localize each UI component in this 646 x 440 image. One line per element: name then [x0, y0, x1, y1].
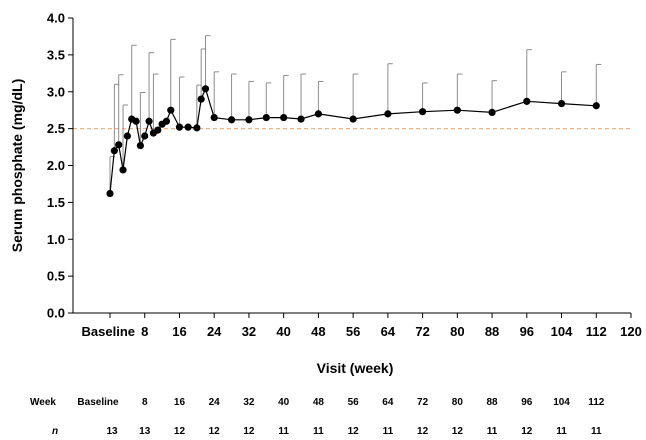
- table-n-value: 11: [278, 426, 289, 437]
- x-tick-label: 88: [485, 324, 499, 339]
- table-week-value: 104: [553, 397, 570, 408]
- y-tick-label: 3.0: [47, 84, 65, 99]
- x-tick-label: 8: [141, 324, 148, 339]
- x-tick-label: 40: [276, 324, 290, 339]
- table-n-value: 11: [313, 426, 324, 437]
- data-point: [280, 113, 288, 122]
- x-tick-label: 96: [520, 324, 534, 339]
- table-week-value: 88: [487, 397, 499, 408]
- table-n-value: 11: [383, 426, 394, 437]
- table-n-value: 13: [139, 426, 151, 437]
- data-point: [110, 147, 118, 155]
- data-point: [141, 132, 149, 140]
- data-point: [145, 117, 153, 125]
- table-n-value: 12: [243, 426, 255, 437]
- x-tick-label: 24: [207, 324, 222, 339]
- data-point: [297, 115, 305, 123]
- table-n-value: 11: [556, 426, 567, 437]
- n-table: Week n Baseline 13 8 13 16 12 24 12 32 12 40 11 48 11 56…: [30, 397, 605, 437]
- table-n-value: 12: [209, 426, 221, 437]
- axes-group: 0.0 0.5 1.0 1.5 2.0 2.5 3.0 3.5 4.0 Baseline 8 16 24…: [9, 11, 642, 377]
- data-points-group: [106, 85, 600, 198]
- x-axis-title: Visit (week): [317, 360, 394, 376]
- data-point: [132, 117, 140, 125]
- table-week-value: 40: [278, 397, 290, 408]
- table-week-value: 32: [243, 397, 255, 408]
- table-week-label: Week: [30, 397, 56, 408]
- table-week-value: 16: [174, 397, 186, 408]
- y-tick-label: 0.0: [47, 306, 65, 321]
- table-week-value: 56: [348, 397, 360, 408]
- data-point: [154, 126, 162, 134]
- table-week-value: 112: [588, 397, 605, 408]
- x-tick-label: 72: [415, 324, 429, 339]
- x-tick-label: 16: [172, 324, 186, 339]
- table-n-label: n: [52, 426, 58, 437]
- table-week-value: 80: [452, 397, 464, 408]
- table-n-value: 12: [174, 426, 186, 437]
- data-point: [419, 108, 427, 116]
- table-week-value: 64: [382, 397, 394, 408]
- data-point: [119, 166, 127, 174]
- table-n-value: 12: [521, 426, 533, 437]
- x-tick-label: 56: [346, 324, 360, 339]
- data-point: [167, 106, 175, 114]
- data-point: [453, 106, 461, 114]
- data-point: [523, 97, 531, 105]
- table-week-value: Baseline: [77, 397, 119, 408]
- data-point: [227, 116, 236, 124]
- table-n-value: 12: [417, 426, 429, 437]
- data-point: [136, 141, 144, 150]
- data-point: [197, 95, 205, 103]
- y-tick-label: 3.5: [47, 47, 65, 62]
- data-point: [349, 115, 357, 123]
- y-tick-label: 4.0: [47, 11, 65, 26]
- table-week-value: 96: [521, 397, 533, 408]
- data-point: [115, 141, 123, 149]
- x-tick-label: 104: [551, 324, 573, 339]
- data-point: [193, 124, 201, 132]
- data-point: [592, 102, 600, 110]
- error-bars-group: [109, 35, 602, 194]
- x-tick-label: 112: [586, 324, 607, 339]
- data-point: [123, 132, 131, 140]
- table-week-value: 48: [313, 397, 325, 408]
- y-axis-title: Serum phosphate (mg/dL): [9, 79, 25, 252]
- x-tick-label: Baseline: [82, 324, 135, 339]
- table-week-value: 24: [209, 397, 221, 408]
- table-n-value: 12: [452, 426, 464, 437]
- x-tick-label: 80: [450, 324, 464, 339]
- data-point: [184, 123, 192, 131]
- y-tick-label: 1.0: [47, 232, 65, 247]
- data-point: [488, 108, 496, 116]
- x-tick-label: 64: [381, 324, 396, 339]
- x-tick-label: 120: [620, 324, 642, 339]
- x-tick-label: 48: [311, 324, 325, 339]
- data-point: [384, 110, 392, 118]
- data-point: [314, 110, 322, 118]
- data-point: [245, 116, 253, 124]
- table-n-value: 13: [106, 426, 118, 437]
- table-n-value: 11: [487, 426, 498, 437]
- data-point: [201, 85, 210, 93]
- table-n-value: 11: [591, 426, 602, 437]
- data-point: [557, 99, 566, 108]
- y-tick-label: 2.5: [47, 121, 65, 136]
- data-point: [262, 113, 270, 122]
- table-week-value: 8: [142, 397, 148, 408]
- table-week-value: 72: [417, 397, 429, 408]
- y-tick-label: 2.0: [47, 158, 65, 173]
- data-point: [175, 123, 184, 131]
- x-tick-label: 32: [242, 324, 256, 339]
- data-point: [210, 113, 218, 122]
- data-point: [106, 189, 114, 198]
- table-n-value: 12: [348, 426, 360, 437]
- y-tick-label: 1.5: [47, 195, 65, 210]
- y-tick-label: 0.5: [47, 269, 65, 284]
- data-point: [162, 117, 171, 125]
